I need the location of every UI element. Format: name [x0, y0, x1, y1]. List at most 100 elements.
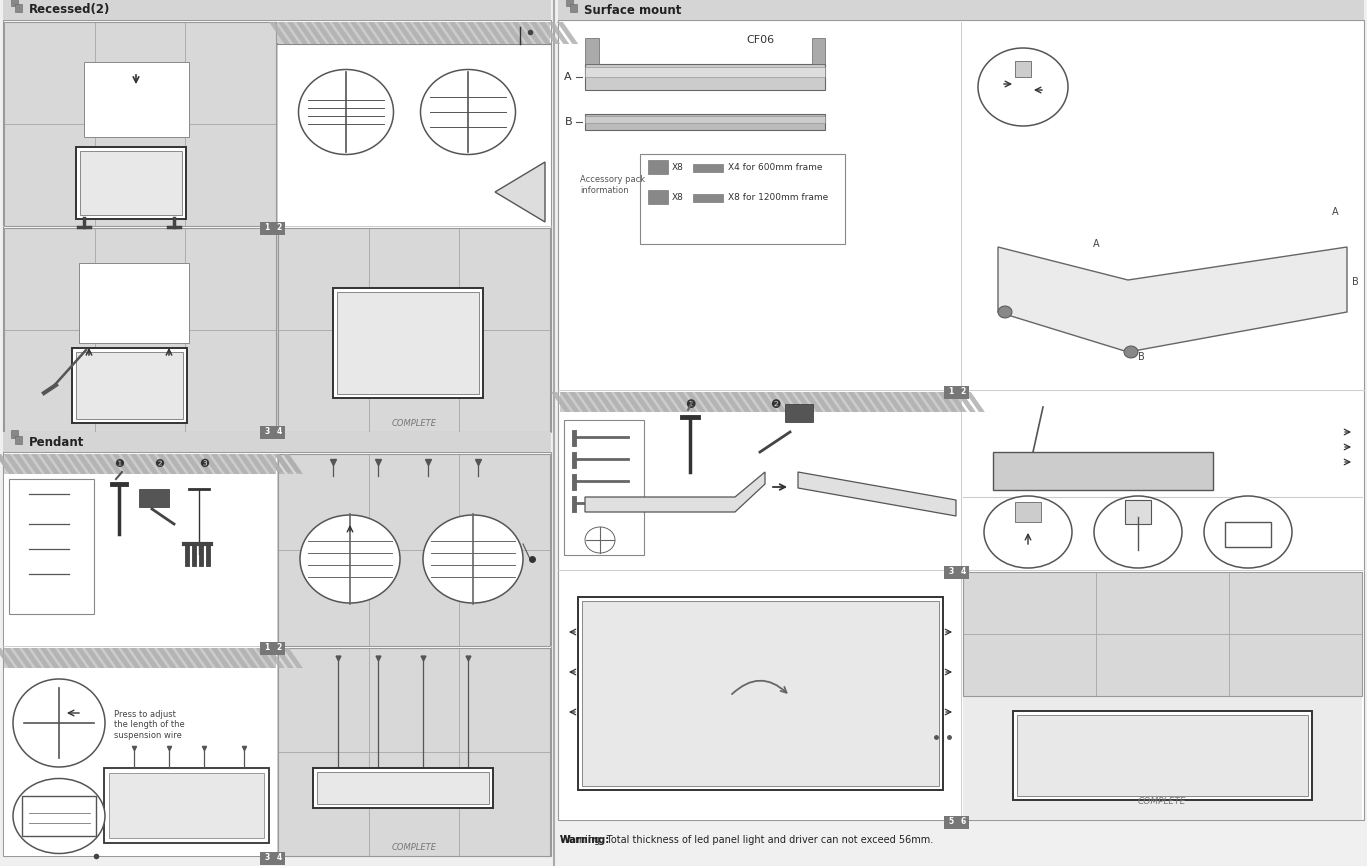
Ellipse shape — [998, 306, 1012, 318]
Bar — [3, 0, 551, 20]
Bar — [278, 648, 550, 856]
Polygon shape — [4, 648, 23, 668]
Polygon shape — [965, 392, 984, 412]
Bar — [992, 452, 1213, 490]
Polygon shape — [14, 454, 33, 474]
Polygon shape — [40, 454, 59, 472]
Bar — [560, 392, 961, 570]
Ellipse shape — [298, 69, 394, 154]
Polygon shape — [256, 648, 276, 668]
Text: B: B — [1352, 277, 1359, 287]
Polygon shape — [193, 454, 213, 474]
Bar — [278, 648, 369, 752]
Polygon shape — [938, 392, 958, 412]
Polygon shape — [265, 454, 284, 474]
Text: Surface mount: Surface mount — [584, 3, 681, 16]
Ellipse shape — [585, 527, 615, 553]
Bar — [186, 22, 276, 124]
Polygon shape — [122, 648, 141, 668]
Text: 3: 3 — [264, 854, 269, 863]
Text: Warning:: Warning: — [560, 835, 610, 845]
Polygon shape — [0, 454, 15, 474]
Polygon shape — [22, 648, 42, 668]
Bar — [459, 228, 550, 330]
Polygon shape — [998, 247, 1346, 352]
Ellipse shape — [1094, 496, 1182, 568]
Bar — [459, 752, 550, 856]
Text: X8: X8 — [673, 192, 684, 202]
Text: B: B — [1137, 352, 1144, 362]
Bar — [3, 432, 551, 452]
Bar — [260, 642, 273, 655]
Text: 5: 5 — [949, 818, 954, 826]
Polygon shape — [112, 454, 130, 472]
Polygon shape — [377, 22, 398, 44]
Polygon shape — [230, 648, 249, 668]
Polygon shape — [67, 454, 87, 474]
Polygon shape — [103, 454, 122, 472]
Polygon shape — [332, 22, 353, 44]
Polygon shape — [413, 22, 435, 44]
Bar — [640, 154, 845, 244]
Polygon shape — [22, 454, 42, 474]
Polygon shape — [785, 392, 805, 412]
Bar — [278, 330, 369, 432]
Bar — [369, 550, 459, 646]
Text: B: B — [565, 117, 571, 127]
Ellipse shape — [1124, 346, 1137, 358]
Bar — [1125, 500, 1151, 524]
Polygon shape — [839, 392, 858, 412]
Bar — [94, 228, 186, 330]
Bar — [369, 648, 459, 752]
Polygon shape — [112, 454, 131, 474]
Bar — [560, 572, 961, 820]
Polygon shape — [31, 454, 49, 472]
Bar — [139, 489, 170, 507]
Bar — [334, 288, 483, 398]
Polygon shape — [273, 454, 293, 472]
Bar — [582, 601, 939, 786]
Bar — [4, 22, 276, 226]
Polygon shape — [165, 648, 186, 668]
Polygon shape — [14, 648, 33, 668]
Polygon shape — [22, 454, 41, 472]
Bar — [566, 0, 573, 6]
Text: 3: 3 — [264, 428, 269, 436]
Polygon shape — [714, 392, 733, 412]
Polygon shape — [0, 648, 15, 668]
Polygon shape — [623, 392, 642, 412]
Bar — [369, 454, 459, 550]
Polygon shape — [273, 648, 294, 668]
Bar — [459, 648, 550, 752]
Polygon shape — [405, 22, 425, 44]
Polygon shape — [548, 22, 569, 44]
Polygon shape — [606, 392, 625, 412]
Polygon shape — [822, 392, 841, 412]
Polygon shape — [448, 22, 470, 44]
Bar — [1096, 572, 1229, 634]
Polygon shape — [103, 648, 123, 668]
Polygon shape — [211, 454, 231, 474]
Bar — [278, 454, 550, 646]
Polygon shape — [360, 22, 380, 44]
Polygon shape — [802, 392, 823, 412]
Bar — [4, 228, 94, 330]
Polygon shape — [495, 162, 545, 222]
Bar — [585, 114, 826, 130]
Bar — [186, 124, 276, 226]
Polygon shape — [202, 454, 220, 472]
Polygon shape — [40, 454, 60, 474]
Polygon shape — [704, 392, 725, 412]
Polygon shape — [77, 454, 96, 474]
Polygon shape — [193, 648, 213, 668]
Polygon shape — [1225, 522, 1271, 547]
Polygon shape — [49, 648, 68, 668]
Polygon shape — [632, 392, 652, 412]
Polygon shape — [202, 454, 221, 474]
Text: Pendant: Pendant — [29, 436, 85, 449]
Polygon shape — [848, 392, 868, 412]
Bar — [648, 160, 668, 174]
Polygon shape — [247, 454, 265, 472]
Bar — [962, 572, 1096, 634]
Polygon shape — [278, 22, 299, 44]
